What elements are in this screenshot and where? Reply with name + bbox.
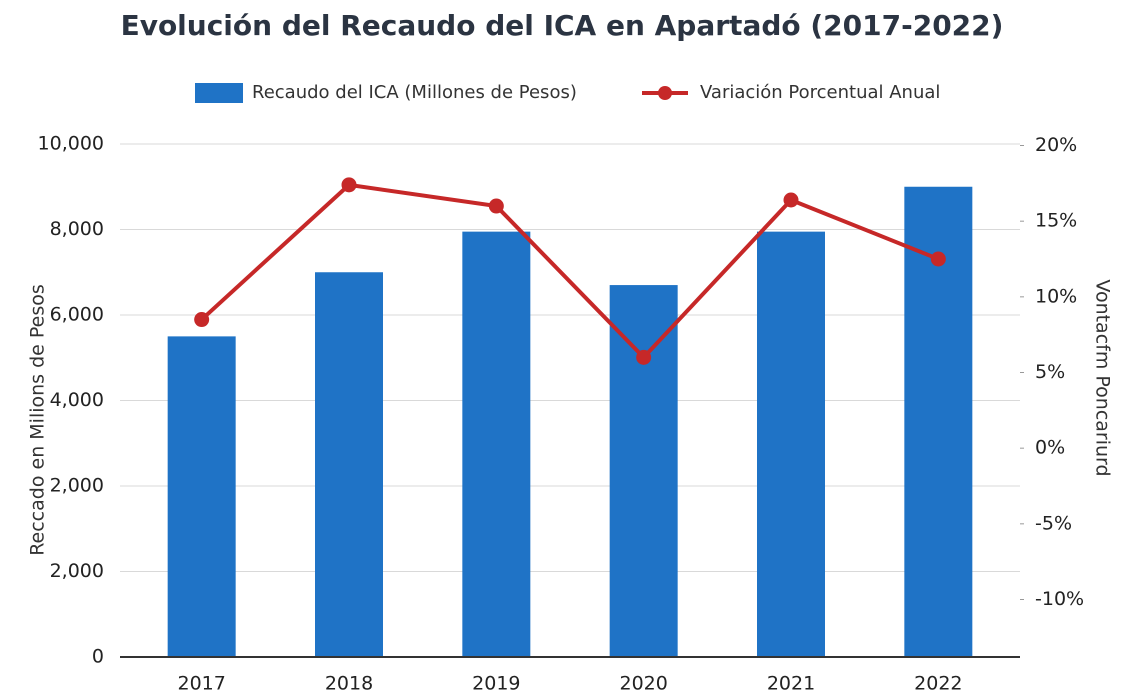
y2-tick-label: -10% bbox=[1035, 588, 1084, 610]
bar bbox=[757, 231, 825, 657]
y2-tick-label: 5% bbox=[1035, 361, 1065, 383]
bar bbox=[609, 285, 678, 657]
y-tick-label: 8,000 bbox=[50, 218, 104, 240]
line-marker bbox=[488, 198, 504, 214]
line bbox=[200, 182, 940, 361]
x-tick-label: 2017 bbox=[177, 673, 225, 695]
y-tick-label: 2,000 bbox=[50, 560, 104, 582]
bar bbox=[462, 231, 531, 657]
legend-label: Recaudo del ICA (Millones de Pesos) bbox=[252, 82, 577, 103]
y-tick-label: 0 bbox=[92, 646, 104, 668]
y-axis-label: Reccado en Milions de Pesos bbox=[27, 284, 49, 556]
y-tick-label: 6,000 bbox=[50, 304, 104, 326]
x-tick-label: 2018 bbox=[325, 673, 373, 695]
y-tick-label: 2,000 bbox=[50, 475, 104, 497]
y2-tick-label: 0% bbox=[1035, 437, 1065, 459]
y2-tick-label: -5% bbox=[1035, 512, 1072, 534]
line-marker bbox=[930, 251, 946, 267]
y2-tick-label: 15% bbox=[1035, 210, 1077, 232]
y2-tick-label: 20% bbox=[1035, 134, 1077, 156]
line-marker bbox=[636, 349, 652, 365]
line-marker bbox=[341, 177, 357, 193]
x-tick-label: 2022 bbox=[914, 673, 962, 695]
y2-tick-label: 10% bbox=[1035, 285, 1077, 307]
legend-label: Variación Porcentual Anual bbox=[700, 82, 940, 103]
bar bbox=[167, 336, 236, 657]
y-tick-label: 4,000 bbox=[50, 389, 104, 411]
y2-axis-label: Vontacfm Poncariurd bbox=[1092, 279, 1114, 476]
chart-title: Evolución del Recaudo del ICA en Apartad… bbox=[121, 9, 1004, 42]
line-marker bbox=[194, 312, 210, 328]
x-tick-label: 2019 bbox=[472, 673, 520, 695]
legend-marker bbox=[658, 86, 672, 100]
legend-swatch bbox=[195, 83, 243, 103]
x-tick-label: 2020 bbox=[619, 673, 667, 695]
line-marker bbox=[783, 192, 799, 208]
bar bbox=[315, 272, 383, 657]
x-tick-label: 2021 bbox=[767, 673, 815, 695]
y-tick-label: 10,000 bbox=[38, 133, 104, 155]
